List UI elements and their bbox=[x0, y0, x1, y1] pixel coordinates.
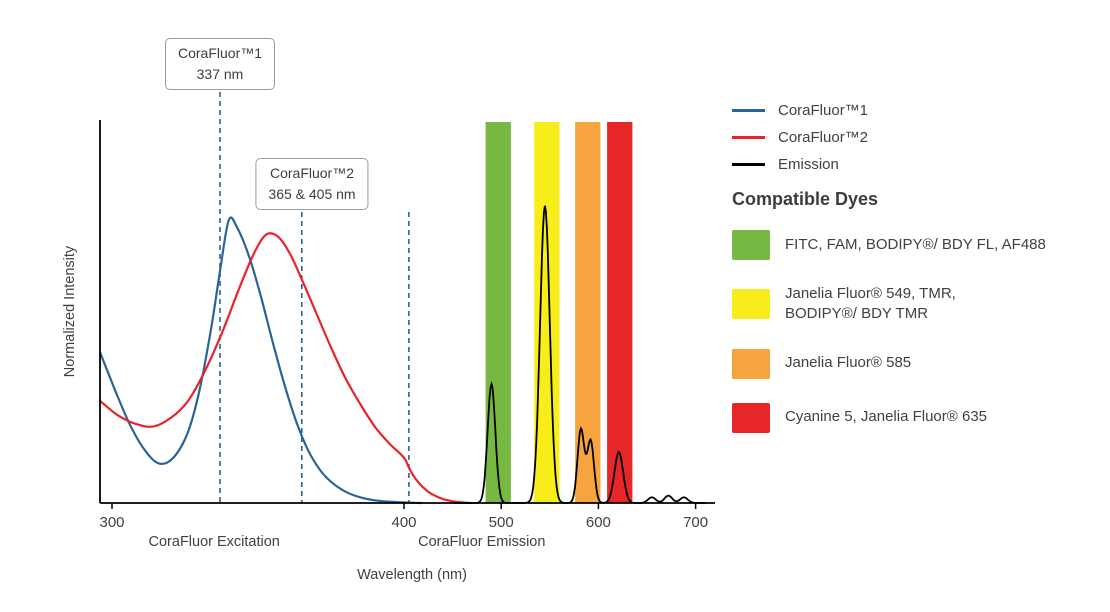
callout-corafluor1-excitation: CoraFluor™1 337 nm bbox=[164, 38, 276, 90]
legend-label: CoraFluor™2 bbox=[778, 129, 869, 146]
region-label-excitation: CoraFluor Excitation bbox=[149, 534, 280, 550]
callout-title: CoraFluor™1 bbox=[177, 45, 263, 61]
callout-value: 365 & 405 nm bbox=[268, 186, 356, 202]
green-dye-swatch bbox=[732, 230, 770, 260]
callout-title: CoraFluor™2 bbox=[269, 165, 355, 181]
legend: CoraFluor™1 CoraFluor™2 Emission Compati… bbox=[732, 102, 1104, 457]
x-tick-label-600: 600 bbox=[586, 514, 611, 531]
excitation-curve-corafluor2 bbox=[99, 232, 472, 505]
band-band_red bbox=[607, 122, 633, 503]
x-axis-title: Wavelength (nm) bbox=[357, 567, 467, 583]
dye-label: Cyanine 5, Janelia Fluor® 635 bbox=[785, 408, 988, 426]
legend-label: CoraFluor™1 bbox=[778, 102, 869, 119]
x-tick-label-700: 700 bbox=[683, 514, 708, 531]
region-label-emission: CoraFluor Emission bbox=[418, 534, 545, 550]
yellow-dye-swatch bbox=[732, 289, 770, 320]
orange-dye-swatch bbox=[732, 348, 770, 379]
legend-item-corafluor2: CoraFluor™2 bbox=[732, 129, 1104, 146]
dye-label: Janelia Fluor® 585 bbox=[785, 354, 912, 372]
legend-item-emission: Emission bbox=[732, 156, 1104, 173]
dye-item-orange: Janelia Fluor® 585 bbox=[732, 348, 1104, 379]
band-band_yellow bbox=[534, 122, 560, 503]
callout-corafluor2-excitation: CoraFluor™2 365 & 405 nm bbox=[255, 158, 369, 210]
band-band_green bbox=[485, 122, 511, 503]
callout-value: 337 nm bbox=[196, 66, 244, 82]
x-tick-label-500: 500 bbox=[489, 514, 514, 531]
x-tick-label-300: 300 bbox=[99, 514, 124, 531]
dye-label: FITC, FAM, BODIPY®/ BDY FL, AF488 bbox=[785, 235, 1046, 253]
dye-item-yellow: Janelia Fluor® 549, TMR, BODIPY®/ BDY TM… bbox=[732, 284, 1104, 325]
excitation-curve-corafluor1 bbox=[99, 216, 423, 505]
compatible-dyes-heading: Compatible Dyes bbox=[732, 189, 879, 209]
x-tick-label-400: 400 bbox=[391, 514, 416, 531]
red-dye-swatch bbox=[732, 402, 770, 433]
corafluor1-line-swatch bbox=[732, 109, 765, 112]
dye-item-green: FITC, FAM, BODIPY®/ BDY FL, AF488 bbox=[732, 230, 1104, 260]
legend-label: Emission bbox=[778, 156, 839, 173]
corafluor2-line-swatch bbox=[732, 136, 765, 139]
dye-item-red: Cyanine 5, Janelia Fluor® 635 bbox=[732, 402, 1104, 433]
legend-item-corafluor1: CoraFluor™1 bbox=[732, 102, 1104, 119]
emission-curve bbox=[454, 205, 706, 504]
emission-line-swatch bbox=[732, 163, 765, 166]
dye-label: Janelia Fluor® 549, TMR, BODIPY®/ BDY TM… bbox=[785, 285, 956, 323]
y-axis-title: Normalized Intensity bbox=[62, 245, 78, 377]
